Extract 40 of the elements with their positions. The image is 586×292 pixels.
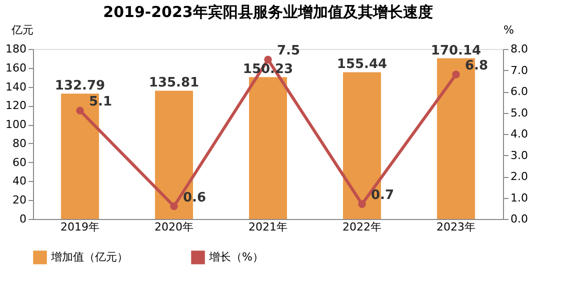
x-tick-label: 2019年 [60,220,100,234]
data-label: 7.5 [277,44,300,59]
data-label: 132.79 [54,78,106,94]
y2-tick-label: 1.0 [510,191,528,204]
y2-tick-label: 0.0 [510,212,528,226]
y-tick-label: 20 [12,194,26,207]
y2-tick-label: 6.0 [510,85,528,98]
y-tick-label: 140 [6,80,26,94]
x-tick-label: 2021年 [248,220,288,234]
y-tick-label: 180 [6,42,26,56]
y-tick-label: 120 [6,99,26,112]
y2-tick-label: 5.0 [510,106,528,120]
chart-title: 2019-2023年宾阳县服务业增加值及其增长速度 [103,3,433,21]
point [264,56,272,64]
y-tick-label: 160 [6,61,26,74]
y-tick-label: 80 [12,136,26,150]
y-tick-label: 0 [20,212,26,226]
data-label: 135.81 [148,76,200,91]
y2-tick-label: 3.0 [510,148,528,162]
data-label: 155.44 [336,57,388,72]
y-tick-label: 60 [12,156,26,169]
y-tick-label: 100 [6,118,26,132]
x-tick-label: 2020年 [154,220,194,234]
y2-axis-title: % [504,24,514,36]
bar [249,77,287,219]
y2-tick-label: 2.0 [510,170,528,183]
y2-tick-label: 8.0 [510,42,528,56]
x-tick-label: 2023年 [436,220,476,234]
point [452,70,460,78]
x-tick-label: 2022年 [342,220,382,234]
legend-label: 增长（%） [208,250,264,264]
point [76,106,84,114]
data-label: 170.14 [430,43,482,58]
y-axis-title: 亿元 [10,24,34,36]
y2-tick-label: 4.0 [510,128,528,140]
legend-label: 增加值（亿元） [50,250,128,264]
point [358,200,366,208]
y-tick-label: 40 [12,174,26,188]
y2-tick-label: 7.0 [510,64,528,77]
point [170,202,178,210]
